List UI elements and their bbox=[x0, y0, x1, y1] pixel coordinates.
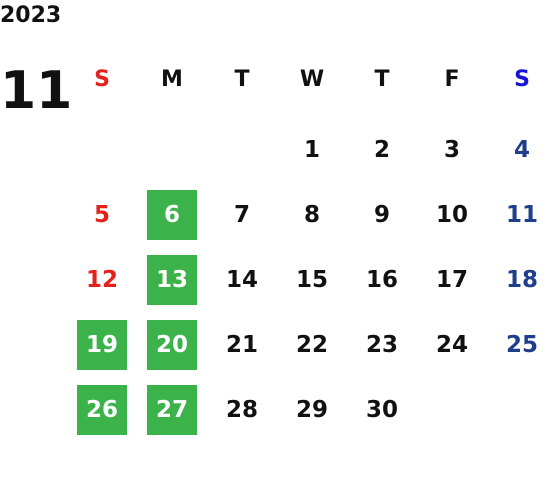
day: 9 bbox=[373, 202, 390, 228]
weekday: W bbox=[299, 67, 325, 92]
day: 8 bbox=[303, 202, 320, 228]
day: 30 bbox=[365, 397, 398, 423]
marked-day: 26 bbox=[77, 385, 127, 435]
day: 24 bbox=[435, 332, 468, 358]
day: 16 bbox=[365, 267, 398, 293]
day: 7 bbox=[233, 202, 250, 228]
weekday: S bbox=[514, 67, 530, 92]
day: 29 bbox=[295, 397, 328, 423]
day: 14 bbox=[225, 267, 258, 293]
marked-day: 6 bbox=[147, 190, 197, 240]
marked-day: 27 bbox=[147, 385, 197, 435]
day: 23 bbox=[365, 332, 398, 358]
day: 4 bbox=[513, 137, 530, 163]
day: 1 bbox=[303, 137, 320, 163]
day: 18 bbox=[505, 267, 538, 293]
weekday: S bbox=[94, 67, 110, 92]
weekday: T bbox=[234, 67, 250, 92]
day: 5 bbox=[93, 202, 110, 228]
weekday: T bbox=[374, 67, 390, 92]
day: 17 bbox=[435, 267, 468, 293]
weekday: F bbox=[444, 67, 460, 92]
marked-day: 20 bbox=[147, 320, 197, 370]
day: 28 bbox=[225, 397, 258, 423]
day: 3 bbox=[443, 137, 460, 163]
day: 10 bbox=[435, 202, 468, 228]
month: 11 bbox=[0, 61, 73, 121]
day: 12 bbox=[85, 267, 118, 293]
marked-day: 19 bbox=[77, 320, 127, 370]
day: 25 bbox=[505, 332, 538, 358]
marked-day: 13 bbox=[147, 255, 197, 305]
day: 22 bbox=[295, 332, 328, 358]
weekday: M bbox=[161, 67, 183, 92]
year: 2023 bbox=[0, 3, 62, 28]
day: 11 bbox=[505, 202, 538, 228]
day: 15 bbox=[295, 267, 328, 293]
day: 2 bbox=[373, 137, 390, 163]
day: 21 bbox=[225, 332, 258, 358]
